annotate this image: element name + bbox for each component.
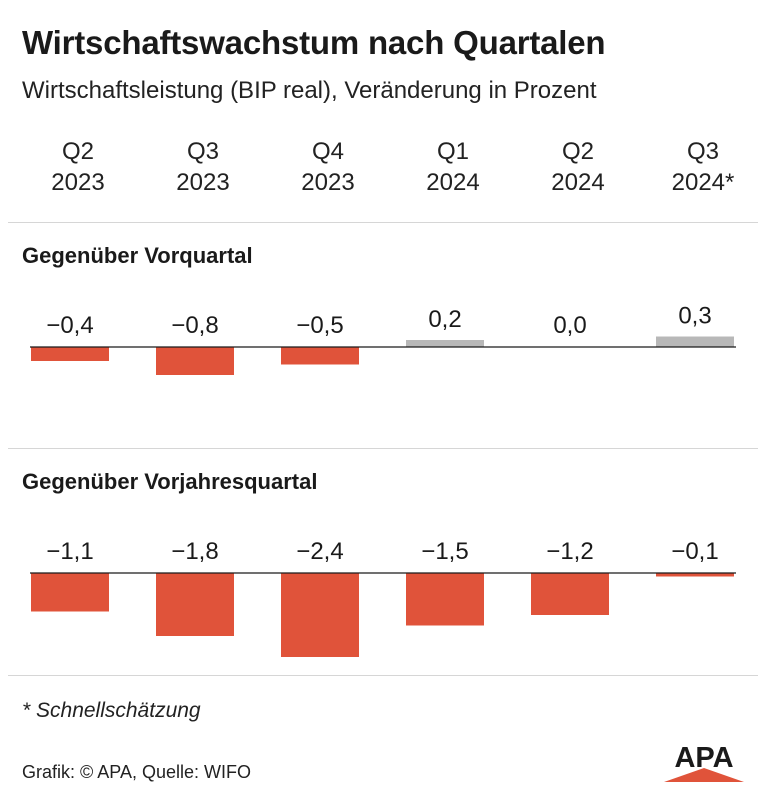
quarter-label: Q2 2023 — [18, 136, 138, 198]
bar — [531, 573, 609, 615]
bar-chart-vorjahresquartal: −1,1 −1,8 −2,4 −1,5 −1,2 −0,1 — [30, 538, 736, 657]
bar — [281, 347, 359, 365]
bar — [156, 347, 234, 375]
quarter-year: 2023 — [51, 169, 105, 196]
bar — [656, 336, 734, 347]
quarter-year: 2024 — [551, 169, 605, 196]
data-label: −1,1 — [46, 538, 93, 565]
bar-chart-vorquartal: −0,4 −0,8 −0,5 0,2 0,0 0,3 — [30, 303, 736, 375]
quarter-label: Q1 2024 — [393, 136, 513, 198]
apa-logo: APA — [664, 742, 744, 782]
section-title-vorjahresquartal: Gegenüber Vorjahresquartal — [22, 469, 318, 494]
chart-title: Wirtschaftswachstum nach Quartalen — [22, 24, 606, 61]
data-label: 0,3 — [678, 303, 711, 330]
data-label: −0,5 — [296, 312, 343, 339]
quarter-name: Q2 — [61, 138, 94, 165]
apa-logo-triangle — [664, 768, 744, 782]
bar — [406, 573, 484, 626]
data-label: −1,2 — [546, 538, 593, 565]
data-label: 0,2 — [428, 306, 461, 333]
quarter-label: Q2 2024 — [518, 136, 638, 198]
quarter-label: Q3 2023 — [143, 136, 263, 198]
data-label: −0,1 — [671, 538, 718, 565]
bar — [406, 340, 484, 347]
divider — [8, 222, 758, 223]
quarter-header: Q2 2023 Q3 2023 Q4 2023 Q1 2024 Q2 2024 … — [8, 136, 760, 206]
bar — [31, 347, 109, 361]
chart-subtitle: Wirtschaftsleistung (BIP real), Veränder… — [22, 77, 597, 104]
quarter-name: Q1 — [436, 138, 469, 165]
bar — [31, 573, 109, 612]
data-label: 0,0 — [553, 312, 586, 339]
data-label: −1,5 — [421, 538, 468, 565]
section-title-vorquartal: Gegenüber Vorquartal — [22, 243, 253, 268]
quarter-label: Q4 2023 — [268, 136, 388, 198]
data-label: −2,4 — [296, 538, 343, 565]
bar — [281, 573, 359, 657]
quarter-year: 2024* — [671, 169, 735, 196]
bar — [156, 573, 234, 636]
divider — [8, 675, 758, 676]
quarter-label: Q3 2024* — [643, 136, 763, 198]
data-label: −0,8 — [171, 312, 218, 339]
quarter-name: Q3 — [186, 138, 219, 165]
quarter-year: 2024 — [426, 169, 480, 196]
data-label: −1,8 — [171, 538, 218, 565]
quarter-name: Q3 — [686, 138, 719, 165]
bar — [656, 573, 734, 577]
data-label: −0,4 — [46, 312, 93, 339]
footnote: * Schnellschätzung — [22, 699, 201, 722]
quarter-year: 2023 — [301, 169, 355, 196]
divider — [8, 448, 758, 449]
quarter-year: 2023 — [176, 169, 230, 196]
source-credit: Grafik: © APA, Quelle: WIFO — [22, 762, 251, 782]
quarter-name: Q2 — [561, 138, 594, 165]
quarter-name: Q4 — [311, 138, 344, 165]
